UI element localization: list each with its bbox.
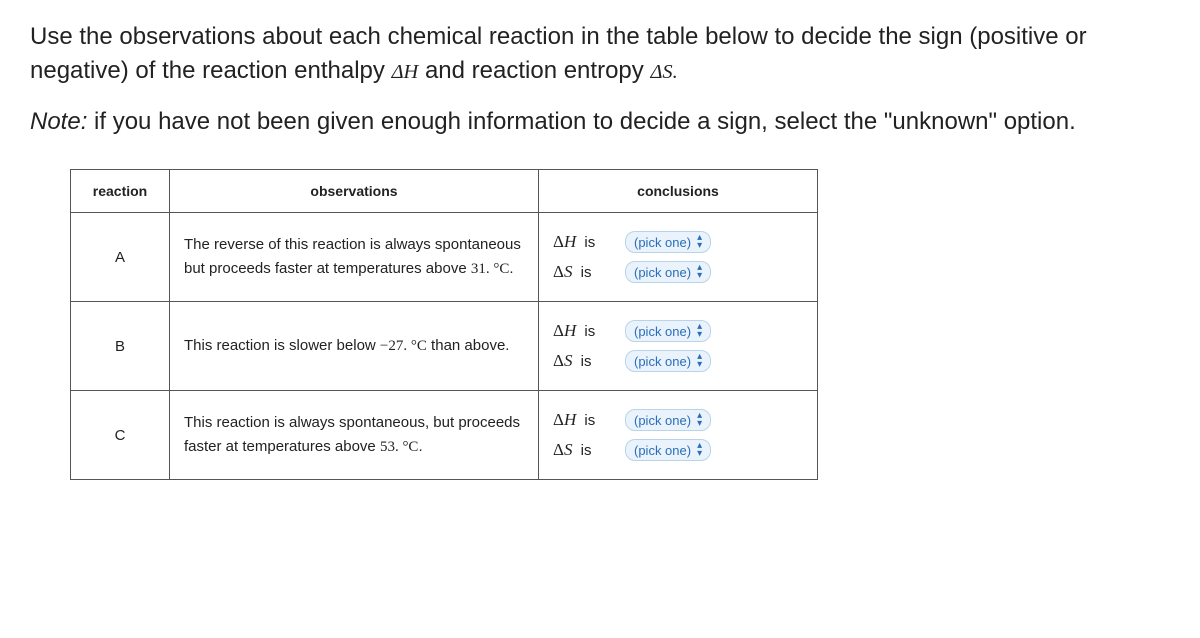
header-conclusions: conclusions [539, 169, 818, 212]
obs-text-pre: This reaction is slower below [184, 337, 380, 354]
conclusion-cell: ΔH is (pick one) ▴▾ ΔS is (pick one) ▴▾ [539, 213, 818, 302]
obs-text-post: . [418, 438, 422, 455]
reaction-id: C [71, 391, 170, 480]
picker-label: (pick one) [634, 265, 691, 280]
note-label: Note: [30, 108, 87, 135]
conclusion-cell: ΔH is (pick one) ▴▾ ΔS is (pick one) ▴▾ [539, 302, 818, 391]
dh-label: ΔH is [553, 321, 611, 341]
picker-label: (pick one) [634, 324, 691, 339]
picker-label: (pick one) [634, 235, 691, 250]
obs-value: −27. °C [380, 338, 427, 354]
obs-text-post: . [509, 260, 513, 277]
picker-label: (pick one) [634, 354, 691, 369]
header-reaction: reaction [71, 169, 170, 212]
chevron-updown-icon: ▴▾ [697, 412, 702, 428]
dh-row: ΔH is (pick one) ▴▾ [553, 231, 803, 253]
conclusion-cell: ΔH is (pick one) ▴▾ ΔS is (pick one) ▴▾ [539, 391, 818, 480]
table-row: B This reaction is slower below −27. °C … [71, 302, 818, 391]
dh-label: ΔH is [553, 232, 611, 252]
picker-label: (pick one) [634, 443, 691, 458]
ds-label: ΔS is [553, 351, 611, 371]
ds-label: ΔS is [553, 440, 611, 460]
observation-cell: This reaction is always spontaneous, but… [170, 391, 539, 480]
ds-row: ΔS is (pick one) ▴▾ [553, 439, 803, 461]
observation-cell: This reaction is slower below −27. °C th… [170, 302, 539, 391]
obs-value: 31. °C [471, 261, 510, 277]
ds-picker[interactable]: (pick one) ▴▾ [625, 439, 711, 461]
chevron-updown-icon: ▴▾ [697, 264, 702, 280]
delta-h-symbol: ΔH [392, 61, 419, 83]
chevron-updown-icon: ▴▾ [697, 234, 702, 250]
ds-label: ΔS is [553, 262, 611, 282]
instructions-text: Use the observations about each chemical… [30, 20, 1170, 87]
ds-picker[interactable]: (pick one) ▴▾ [625, 261, 711, 283]
dh-picker[interactable]: (pick one) ▴▾ [625, 231, 711, 253]
ds-row: ΔS is (pick one) ▴▾ [553, 350, 803, 372]
ds-row: ΔS is (pick one) ▴▾ [553, 261, 803, 283]
chevron-updown-icon: ▴▾ [697, 323, 702, 339]
dh-row: ΔH is (pick one) ▴▾ [553, 409, 803, 431]
obs-value: 53. °C [380, 439, 419, 455]
reaction-id: B [71, 302, 170, 391]
dh-picker[interactable]: (pick one) ▴▾ [625, 409, 711, 431]
note-body: if you have not been given enough inform… [87, 108, 1075, 135]
picker-label: (pick one) [634, 413, 691, 428]
dh-picker[interactable]: (pick one) ▴▾ [625, 320, 711, 342]
chevron-updown-icon: ▴▾ [697, 353, 702, 369]
header-observations: observations [170, 169, 539, 212]
instructions-part2: and reaction entropy [418, 57, 650, 84]
dh-row: ΔH is (pick one) ▴▾ [553, 320, 803, 342]
ds-picker[interactable]: (pick one) ▴▾ [625, 350, 711, 372]
delta-s-symbol: ΔS. [650, 61, 677, 83]
table-row: A The reverse of this reaction is always… [71, 213, 818, 302]
dh-label: ΔH is [553, 410, 611, 430]
observation-cell: The reverse of this reaction is always s… [170, 213, 539, 302]
reaction-table: reaction observations conclusions A The … [70, 169, 818, 480]
obs-text-pre: This reaction is always spontaneous, but… [184, 414, 520, 455]
chevron-updown-icon: ▴▾ [697, 442, 702, 458]
note-text: Note: if you have not been given enough … [30, 105, 1170, 139]
table-row: C This reaction is always spontaneous, b… [71, 391, 818, 480]
reaction-id: A [71, 213, 170, 302]
obs-text-post: than above. [427, 337, 510, 354]
